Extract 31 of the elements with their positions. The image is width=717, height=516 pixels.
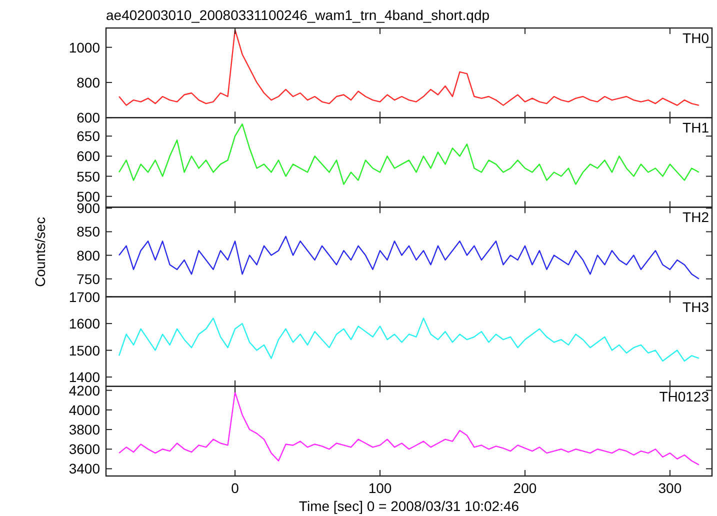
y-tick-label: 3400 [68,460,100,477]
y-tick-label: 1500 [68,342,100,358]
x-axis-title: Time [sec] 0 = 2008/03/31 10:02:46 [298,498,520,514]
y-tick-label: 4000 [68,402,100,418]
y-tick-label: 500 [76,188,100,204]
x-tick-label: 0 [231,480,240,496]
x-tick-label: 200 [513,480,537,496]
chart-title: ae402003010_20080331100246_wam1_trn_4band_short.qdp [106,7,490,23]
text: TH0123 [659,388,710,404]
y-tick-label: 650 [76,128,100,144]
y-tick-label: 3600 [68,441,100,458]
text: TH0 [682,30,710,46]
x-tick-label: 100 [368,480,392,496]
y-axis-title: Counts/sec [32,216,48,288]
y-tick-label: 1700 [68,288,100,305]
text: TH3 [682,298,710,315]
line-series [118,318,700,362]
y-tick-label: 800 [76,74,100,90]
x-tick-label: 300 [658,480,682,496]
line-series [118,236,700,280]
y-tick-label: 550 [76,168,100,184]
y-tick-label: 3800 [68,422,100,438]
y-tick-label: 800 [76,247,100,264]
text: TH2 [682,209,710,226]
y-tick-label: 850 [76,224,100,240]
y-tick-label: 750 [76,270,100,287]
y-tick-label: 600 [76,148,100,164]
y-tick-label: 1000 [68,39,100,56]
text: TH1 [682,120,710,136]
y-tick-label: 600 [76,110,100,126]
y-tick-label: 1600 [68,316,100,332]
